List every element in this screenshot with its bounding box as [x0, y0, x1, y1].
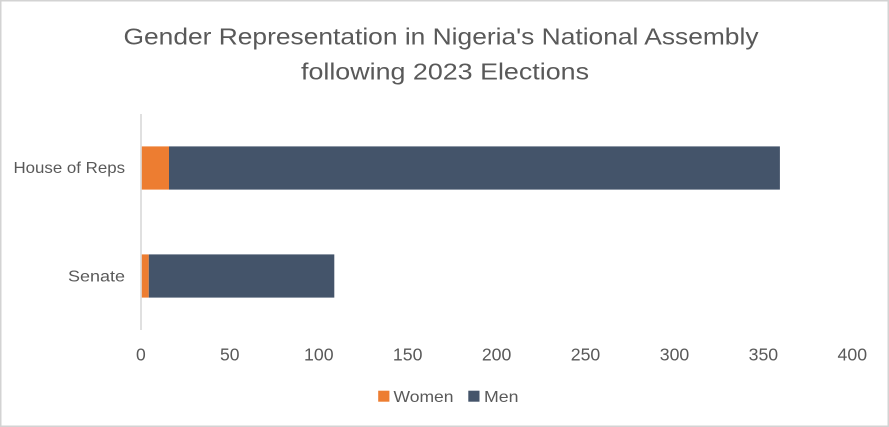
svg-text:250: 250: [571, 344, 601, 364]
svg-text:House of Reps: House of Reps: [14, 160, 126, 177]
svg-text:300: 300: [660, 344, 690, 364]
svg-text:350: 350: [749, 344, 779, 364]
svg-text:Men: Men: [484, 389, 519, 406]
svg-text:150: 150: [393, 344, 423, 364]
svg-text:0: 0: [136, 344, 146, 364]
svg-text:100: 100: [304, 344, 334, 364]
svg-text:following 2023 Elections: following 2023 Elections: [301, 59, 589, 85]
svg-text:Gender Representation in Niger: Gender Representation in Nigeria's Natio…: [124, 24, 760, 50]
svg-text:400: 400: [838, 344, 868, 364]
svg-text:Women: Women: [394, 389, 454, 406]
svg-text:200: 200: [482, 344, 512, 364]
svg-text:50: 50: [220, 344, 240, 364]
svg-text:Senate: Senate: [68, 268, 125, 285]
